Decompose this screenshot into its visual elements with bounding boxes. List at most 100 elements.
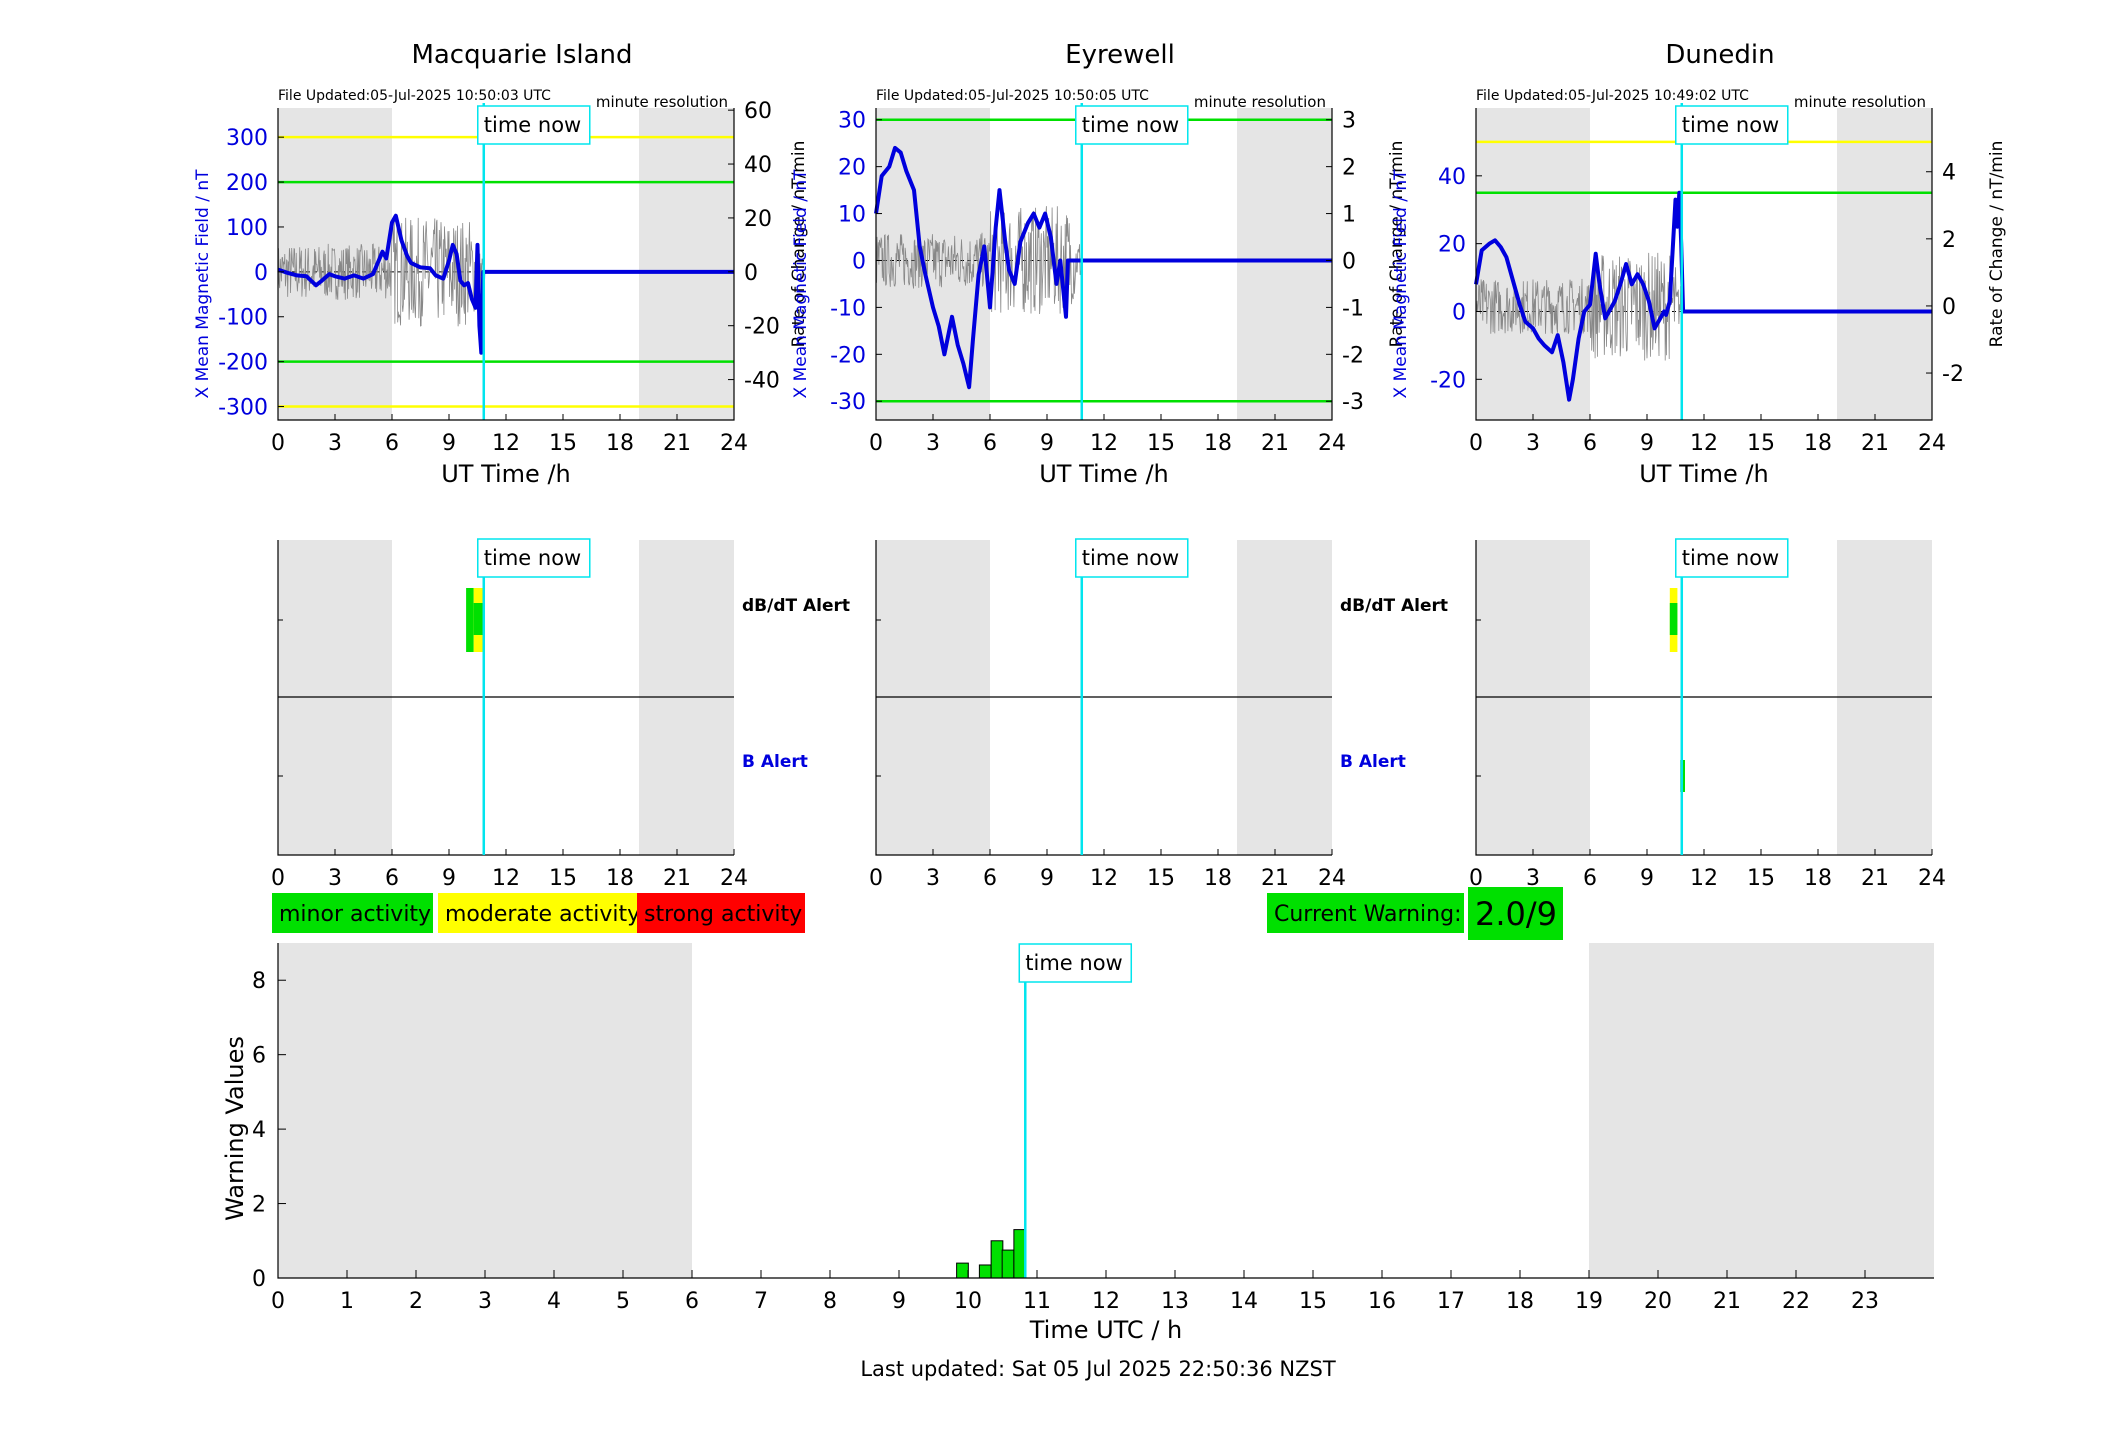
x-tick-label: 15 [1147, 866, 1175, 891]
y2-tick-label: 2 [1342, 156, 1356, 181]
x-tick-label: 17 [1437, 1289, 1465, 1314]
rate-of-change-trace [1475, 252, 1681, 361]
x-tick-label: 5 [616, 1289, 630, 1314]
x-tick-label: 9 [1040, 866, 1054, 891]
y2-tick-label: 0 [1342, 249, 1356, 274]
dbdt-alert-inner [1669, 603, 1678, 635]
legend-minor-label: minor activity [279, 902, 431, 927]
x-tick-label: 6 [983, 431, 997, 456]
x-tick-label: 6 [1583, 866, 1597, 891]
x-tick-label: 24 [1918, 866, 1946, 891]
x-tick-label: 0 [1469, 866, 1483, 891]
x-tick-label: 2 [409, 1289, 423, 1314]
x-tick-label: 6 [385, 866, 399, 891]
x-axis-label: Time UTC / h [1029, 1316, 1183, 1344]
x-tick-label: 18 [1204, 866, 1232, 891]
x-tick-label: 18 [1204, 431, 1232, 456]
y-tick-label: 8 [252, 969, 266, 994]
y2-tick-label: -3 [1342, 390, 1364, 415]
time-now-box [1075, 538, 1189, 578]
station-0-alert-chart: time now 0 3 6 9 12 15 18 21 24 [271, 538, 748, 891]
y-tick-label: -30 [830, 390, 866, 415]
x-tick-label: 24 [1918, 431, 1946, 456]
x-axis-label: UT Time /h [1039, 460, 1169, 488]
current-warning-value: 2.0/9 [1475, 895, 1557, 933]
dbdt-alert-bar [466, 588, 474, 652]
x-tick-label: 24 [720, 866, 748, 891]
x-tick-label: 9 [442, 866, 456, 891]
y2-tick-label: 20 [744, 207, 772, 232]
resolution-label: minute resolution [1794, 93, 1926, 111]
x-tick-label: 12 [1690, 866, 1718, 891]
x-tick-label: 6 [685, 1289, 699, 1314]
time-now-label: time now [484, 546, 581, 570]
magnetic-field-trace [874, 145, 1332, 390]
file-updated-label: File Updated:05-Jul-2025 10:50:03 UTC [278, 88, 551, 104]
b-alert-label: B Alert [1340, 752, 1406, 772]
y-tick-label: 20 [1438, 233, 1466, 258]
time-now-box [477, 105, 591, 145]
current-warning-swatch [1267, 893, 1464, 933]
y2-tick-label: -1 [1342, 296, 1364, 321]
y-tick-label: -100 [218, 306, 268, 331]
x-tick-label: 21 [1261, 431, 1289, 456]
y2-tick-label: -2 [1342, 343, 1364, 368]
y-tick-label: 40 [1438, 165, 1466, 190]
x-tick-label: 15 [1147, 431, 1175, 456]
station-alert-charts: time now 0 3 6 9 12 15 18 21 24 time now 0 3 6 9 12 15 18… [271, 538, 1946, 891]
y-tick-label: 20 [838, 156, 866, 181]
x-tick-label: 15 [1747, 431, 1775, 456]
y2-axis-label: Rate of Change / nT/min [1987, 141, 2007, 348]
x-tick-label: 15 [549, 866, 577, 891]
legend-moderate-label: moderate activity [445, 902, 640, 927]
y-tick-label: 6 [252, 1044, 266, 1069]
x-tick-label: 22 [1782, 1289, 1810, 1314]
warning-bar [1013, 1229, 1027, 1279]
y2-tick-label: 2 [1942, 228, 1956, 253]
x-tick-label: 3 [926, 866, 940, 891]
y2-tick-label: 0 [1942, 295, 1956, 320]
warning-bar [1001, 1249, 1015, 1279]
time-now-box [1018, 943, 1133, 983]
station-2-alert-chart: time now 0 3 6 9 12 15 18 21 24 [1469, 538, 1946, 891]
x-tick-label: 18 [606, 431, 634, 456]
x-tick-label: 21 [663, 866, 691, 891]
x-tick-label: 6 [385, 431, 399, 456]
activity-legend: minor activity moderate activity strong … [272, 887, 1563, 940]
legend-minor-swatch [272, 893, 433, 933]
y-tick-label: 0 [852, 249, 866, 274]
y-tick-label: 200 [226, 171, 268, 196]
x-tick-label: 24 [1318, 431, 1346, 456]
time-now-box [1075, 105, 1189, 145]
x-tick-label: 7 [754, 1289, 768, 1314]
x-tick-label: 16 [1368, 1289, 1396, 1314]
x-tick-label: 3 [478, 1289, 492, 1314]
current-warning-value-box [1468, 887, 1563, 940]
x-tick-label: 3 [328, 866, 342, 891]
night-shade [278, 943, 692, 1278]
x-tick-label: 0 [869, 866, 883, 891]
file-updated-label: File Updated:05-Jul-2025 10:49:02 UTC [1476, 88, 1749, 104]
y2-axis-label: Rate of Change / nT/min [789, 141, 809, 348]
y2-tick-label: 4 [1942, 161, 1956, 186]
x-tick-label: 21 [1713, 1289, 1741, 1314]
x-axis-label: UT Time /h [441, 460, 571, 488]
magnetic-field-trace [1474, 190, 1932, 402]
y-tick-label: -10 [830, 296, 866, 321]
x-tick-label: 12 [1690, 431, 1718, 456]
x-tick-label: 9 [892, 1289, 906, 1314]
last-updated-footer: Last updated: Sat 05 Jul 2025 22:50:36 N… [860, 1357, 1336, 1381]
y-axis-label: X Mean Magnetic Field / nT [193, 169, 213, 399]
x-tick-label: 9 [1640, 866, 1654, 891]
y2-axis-label: Rate of Change / nT/min [1387, 141, 1407, 348]
x-tick-label: 23 [1851, 1289, 1879, 1314]
x-tick-label: 4 [547, 1289, 561, 1314]
x-tick-label: 9 [442, 431, 456, 456]
y-tick-label: 0 [1452, 300, 1466, 325]
x-tick-label: 9 [1640, 431, 1654, 456]
y2-tick-label: 40 [744, 153, 772, 178]
